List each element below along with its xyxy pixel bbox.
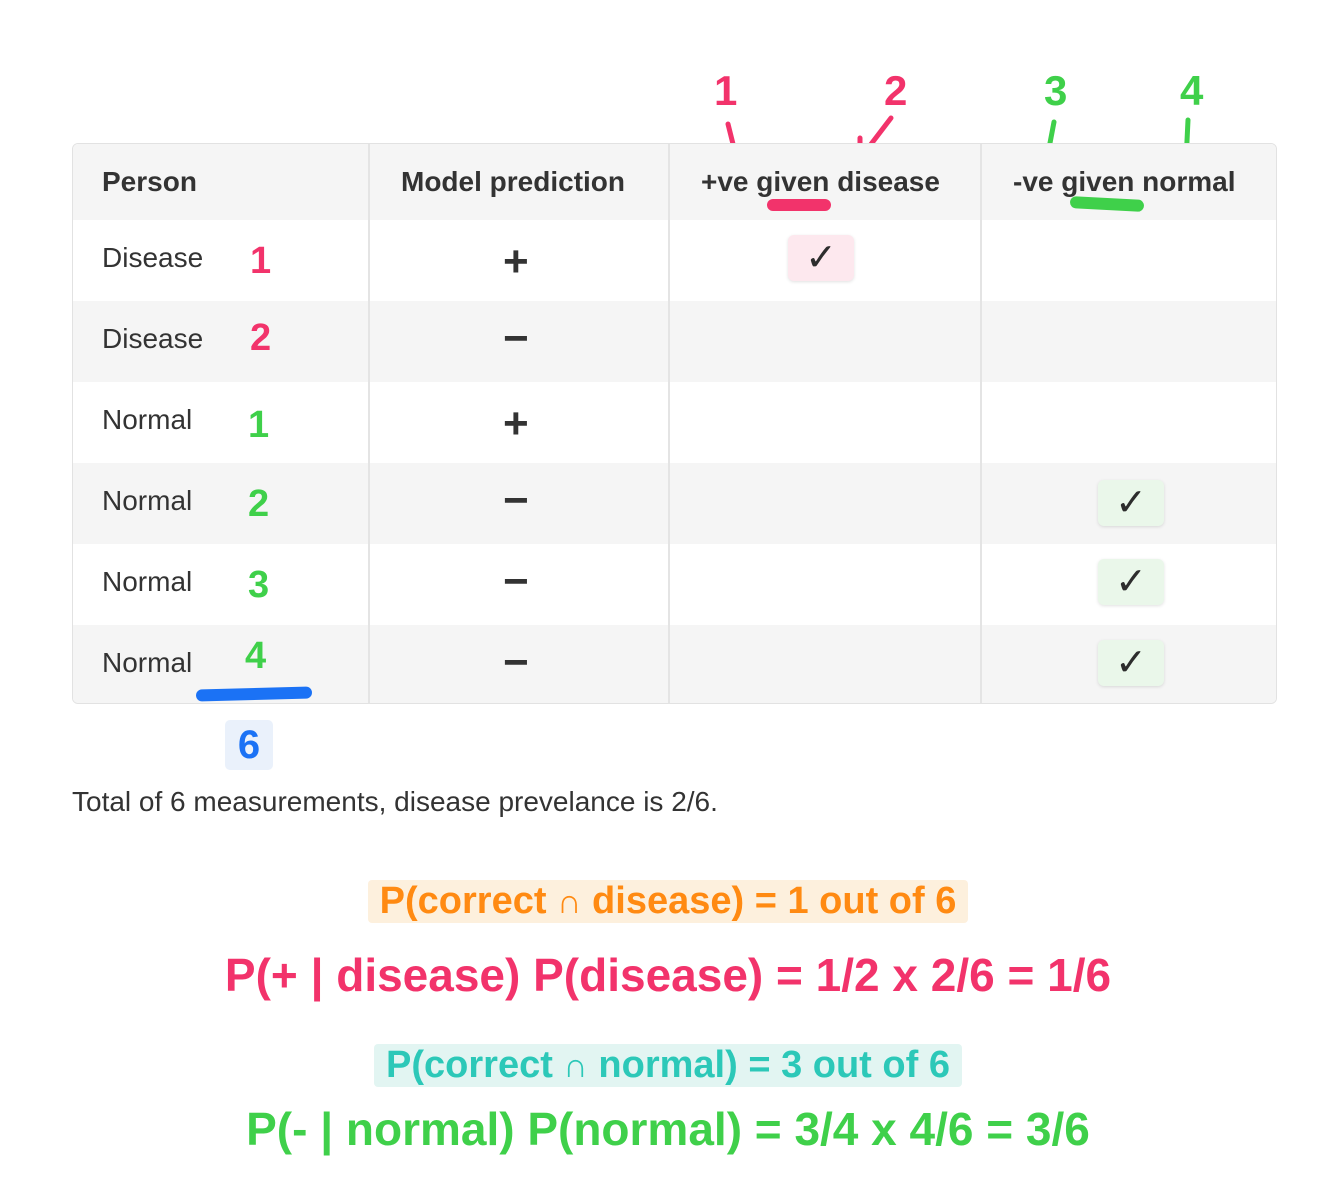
prediction-cell: − <box>503 557 529 606</box>
header-part-given: given <box>1061 166 1135 197</box>
equation-part: P(correct <box>386 1044 564 1086</box>
annotation-number-2: 2 <box>884 67 908 114</box>
prediction-cell: + <box>503 399 529 448</box>
table-row: Normal 1 + <box>73 382 1276 463</box>
caption-text: Total of 6 measurements, disease prevela… <box>72 786 718 817</box>
header-neg-given-normal: -ve given normal <box>1013 144 1236 220</box>
header-model-prediction: Model prediction <box>401 166 625 197</box>
row-number: 1 <box>250 240 272 282</box>
check-icon: ✓ <box>1098 480 1164 526</box>
table-row: Disease 1 + ✓ <box>73 220 1276 301</box>
annotation-number-4: 4 <box>1180 67 1204 114</box>
table-row: Disease 2 − <box>73 301 1276 382</box>
header-part: -ve <box>1013 166 1062 197</box>
equation-correct-disease: P(correct ∩ disease) = 1 out of 6 <box>0 880 1336 923</box>
person-cell: Normal <box>102 404 193 435</box>
equation-correct-normal: P(correct ∩ normal) = 3 out of 6 <box>0 1044 1336 1087</box>
intersection-symbol: ∩ <box>563 1047 588 1085</box>
person-cell: Disease <box>102 242 204 273</box>
column-divider <box>368 144 370 703</box>
column-divider <box>668 144 670 703</box>
check-icon: ✓ <box>788 235 854 281</box>
check-icon: ✓ <box>1098 640 1164 686</box>
annotation-number-3: 3 <box>1044 67 1068 114</box>
equation-part: P(correct <box>379 880 558 922</box>
row-number: 2 <box>250 317 272 359</box>
person-cell: Normal <box>102 566 193 597</box>
total-count-badge: 6 <box>225 720 273 770</box>
check-icon: ✓ <box>1098 559 1164 605</box>
row-number: 2 <box>248 483 270 525</box>
comparison-table: Person Model prediction +ve given diseas… <box>72 143 1277 704</box>
given-underline-pink <box>767 199 831 211</box>
table-row: Normal 3 − ✓ <box>73 544 1276 625</box>
annotation-number-1: 1 <box>714 67 738 114</box>
equation-part: disease) = 1 out of 6 <box>581 880 957 922</box>
header-person: Person <box>102 166 197 197</box>
row-number: 4 <box>245 635 267 677</box>
header-pos-given-disease: +ve given disease <box>701 144 940 220</box>
header-part: disease <box>829 166 940 197</box>
equation-pos-disease: P(+ | disease) P(disease) = 1/2 x 2/6 = … <box>224 949 1112 1001</box>
prediction-cell: − <box>503 638 529 687</box>
header-part: normal <box>1134 166 1236 197</box>
header-part: +ve <box>701 166 757 197</box>
table-row: Normal 2 − ✓ <box>73 463 1276 544</box>
equation-part: normal) = 3 out of 6 <box>587 1044 950 1086</box>
person-cell: Normal <box>102 485 193 516</box>
table-row: Normal 4 − ✓ <box>73 625 1276 703</box>
equation-neg-normal: P(- | normal) P(normal) = 3/4 x 4/6 = 3/… <box>246 1103 1090 1155</box>
prediction-cell: + <box>503 237 529 286</box>
person-cell: Normal <box>102 647 193 678</box>
prediction-cell: − <box>503 314 529 363</box>
header-part-given: given <box>756 166 830 197</box>
intersection-symbol: ∩ <box>557 883 582 921</box>
row-number: 1 <box>248 404 270 446</box>
column-divider <box>980 144 982 703</box>
person-cell: Disease <box>102 323 204 354</box>
prediction-cell: − <box>503 476 529 525</box>
row-number: 3 <box>248 564 270 606</box>
